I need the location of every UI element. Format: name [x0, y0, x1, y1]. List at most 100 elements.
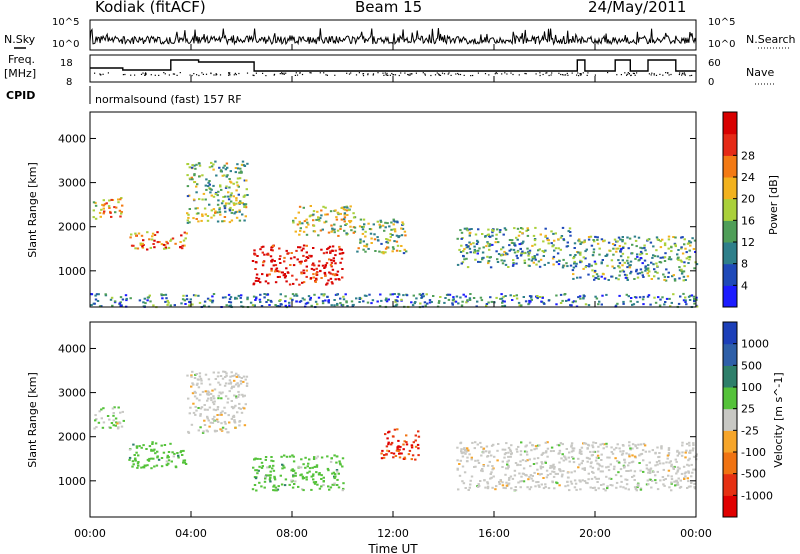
velocity-cell: [462, 482, 466, 485]
velocity-cell: [600, 459, 603, 461]
power-cell: [503, 259, 506, 262]
power-cell: [327, 231, 331, 234]
power-cell: [497, 253, 501, 255]
power-cell: [478, 247, 481, 250]
power-cell: [528, 249, 532, 252]
power-cell: [156, 231, 159, 234]
power-cell: [244, 204, 247, 207]
velocity-cell: [111, 407, 115, 410]
velocity-cell: [266, 466, 269, 469]
power-cell: [313, 293, 316, 296]
velocity-cell: [621, 452, 625, 455]
nave-dot: [477, 72, 479, 74]
velocity-cell: [199, 407, 203, 410]
power-cell: [92, 209, 95, 212]
power-cell: [583, 295, 586, 298]
colorbar-swatch: [723, 177, 737, 200]
power-cell: [400, 227, 403, 230]
velocity-cell: [529, 474, 533, 477]
power-cell: [551, 257, 555, 260]
power-cell: [365, 245, 368, 248]
power-cell: [658, 304, 662, 307]
velocity-cell: [621, 444, 625, 446]
power-cell: [251, 260, 255, 262]
velocity-cell: [402, 448, 405, 451]
power-cell: [587, 304, 591, 307]
power-cell: [331, 245, 335, 248]
power-cell: [496, 258, 499, 261]
power-cell: [670, 301, 673, 304]
velocity-cell: [195, 397, 199, 400]
power-cell: [462, 250, 465, 253]
power-cell: [94, 201, 97, 204]
power-cell: [512, 295, 516, 297]
power-cell: [158, 241, 161, 243]
velocity-cell: [496, 449, 499, 452]
power-cell: [522, 296, 525, 298]
nave-dot: [362, 73, 365, 75]
power-cell: [544, 249, 547, 252]
power-cell: [208, 299, 212, 302]
power-cell: [667, 258, 671, 261]
velocity-cell: [338, 462, 342, 465]
power-cell: [395, 299, 398, 302]
power-cell: [120, 211, 123, 213]
power-cell: [527, 258, 531, 261]
velocity-cell: [311, 474, 315, 477]
power-cell: [585, 265, 588, 267]
power-cell: [572, 277, 575, 280]
nave-tick-top: 60: [708, 58, 721, 69]
velocity-cell: [214, 378, 217, 380]
power-cell: [223, 205, 226, 208]
power-cell: [624, 242, 627, 245]
power-cell: [684, 279, 687, 281]
power-cell: [521, 227, 524, 230]
power-cell: [487, 260, 490, 263]
velocity-cell: [273, 489, 276, 492]
power-cell: [552, 263, 555, 266]
nave-dot: [455, 73, 457, 75]
power-cell: [363, 294, 367, 297]
velocity-cell: [288, 455, 292, 458]
power-cell: [166, 303, 169, 306]
power-cell: [691, 237, 694, 240]
velocity-cell: [535, 481, 538, 484]
power-cell: [300, 260, 303, 263]
velocity-cell: [156, 455, 159, 458]
nsky-tick-bottom: 10^0: [52, 39, 79, 50]
power-cell: [476, 300, 479, 303]
velocity-cell: [611, 452, 615, 455]
power-cell: [395, 234, 399, 237]
velocity-cell: [534, 485, 537, 488]
power-cell: [676, 253, 679, 256]
power-cell: [337, 278, 340, 280]
power-cell: [600, 261, 603, 264]
velocity-cell: [182, 459, 185, 462]
nave-dot: [545, 72, 547, 74]
velocity-cell: [634, 488, 638, 490]
power-cell: [520, 227, 523, 229]
nave-dot: [504, 72, 506, 74]
nave-dot: [283, 72, 285, 74]
power-cell: [125, 297, 128, 300]
power-cell: [536, 253, 539, 256]
velocity-cell: [458, 463, 461, 465]
nave-dot: [163, 72, 165, 74]
velocity-cell: [530, 477, 533, 480]
nave-dot: [458, 73, 460, 76]
velocity-cell: [603, 443, 606, 446]
velocity-cell: [233, 379, 236, 382]
power-cell: [197, 294, 200, 297]
nave-dot: [438, 73, 440, 75]
power-cell: [125, 299, 128, 302]
velocity-cell: [631, 447, 634, 450]
power-cell: [364, 250, 367, 253]
power-cell: [664, 279, 668, 282]
nave-dot: [571, 72, 573, 74]
velocity-cell: [293, 483, 296, 485]
power-cell: [390, 228, 393, 231]
power-cell: [359, 240, 362, 243]
power-cell: [509, 248, 513, 251]
power-cell: [119, 215, 122, 218]
